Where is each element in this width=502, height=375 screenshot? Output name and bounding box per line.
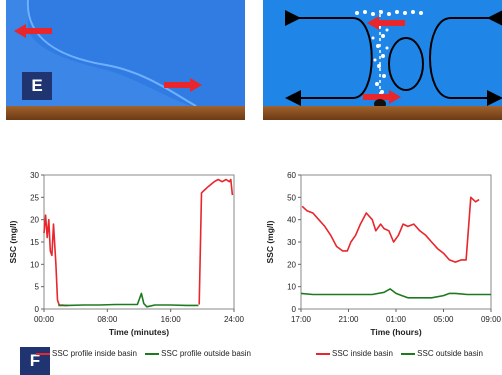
x-tick-label: 01:00 bbox=[386, 315, 407, 324]
series-line-ssc-outside-basin bbox=[300, 288, 491, 299]
legend-swatch-outside bbox=[145, 352, 160, 355]
y-tick-label: 30 bbox=[30, 171, 39, 180]
panel-label-e: E bbox=[22, 72, 52, 100]
y-tick-label: 10 bbox=[30, 260, 39, 269]
series-line-ssc-profile-inside-basin bbox=[43, 214, 68, 307]
y-axis-label: SSC (mg/l) bbox=[8, 220, 18, 263]
legend-item-outside: SSC profile outside basin bbox=[145, 349, 251, 358]
legend-left: SSC profile inside basin SSC profile out… bbox=[36, 349, 257, 358]
x-tick-label: 24:00 bbox=[224, 315, 245, 324]
sediment-plume-dots bbox=[355, 10, 423, 94]
series-line-ssc-profile-inside-basin bbox=[198, 178, 234, 305]
schematic-panel-right bbox=[263, 0, 502, 120]
x-axis-label: Time (hours) bbox=[370, 327, 421, 337]
eddy-left-arrow bbox=[285, 10, 373, 106]
y-tick-label: 50 bbox=[287, 193, 296, 202]
x-tick-label: 17:00 bbox=[291, 315, 312, 324]
y-tick-label: 25 bbox=[30, 193, 39, 202]
arrow-right-icon bbox=[164, 78, 202, 92]
legend-swatch-outside-right bbox=[401, 352, 416, 355]
chart-right: 0 10 20 30 40 50 60 17:00 21:00 01:00 05:00 09:00 Ti… bbox=[265, 171, 502, 337]
series-line-ssc-inside-basin bbox=[301, 196, 480, 263]
water-layer-shape bbox=[28, 0, 245, 108]
y-tick-label: 5 bbox=[35, 283, 40, 292]
x-tick-label: 05:00 bbox=[433, 315, 454, 324]
schematic-left-drawing bbox=[14, 0, 245, 108]
y-tick-label: 0 bbox=[35, 305, 40, 314]
schematic-panel-left bbox=[6, 0, 245, 120]
arrow-left-icon-top bbox=[367, 16, 405, 30]
legend-label-inside: SSC profile inside basin bbox=[52, 349, 137, 358]
bed-sediment bbox=[6, 106, 245, 120]
y-tick-label: 10 bbox=[287, 283, 296, 292]
y-tick-label: 0 bbox=[292, 305, 297, 314]
eddy-right-arrow bbox=[429, 10, 502, 106]
legend-label-inside-right: SSC inside basin bbox=[332, 349, 393, 358]
chart-left: 0 5 10 15 20 25 30 00:00 08:00 16:00 24:00 Time (mi… bbox=[8, 171, 245, 337]
legend-right: SSC inside basin SSC outside basin bbox=[316, 349, 489, 358]
y-tick-label: 20 bbox=[287, 260, 296, 269]
legend-swatch-inside-right bbox=[316, 352, 330, 355]
y-tick-label: 40 bbox=[287, 216, 296, 225]
legend-item-inside: SSC profile inside basin bbox=[36, 349, 137, 358]
plot-frame bbox=[300, 174, 492, 310]
x-tick-label: 00:00 bbox=[34, 315, 55, 324]
arrow-right-icon-bottom bbox=[363, 90, 401, 104]
bed-sediment-right bbox=[263, 106, 502, 120]
panel-label-f: F bbox=[20, 347, 50, 375]
y-tick-label: 60 bbox=[287, 171, 296, 180]
legend-item-outside-right: SSC outside basin bbox=[401, 349, 483, 358]
schematic-right-drawing bbox=[285, 10, 502, 109]
y-tick-label: 20 bbox=[30, 216, 39, 225]
legend-swatch-inside bbox=[36, 352, 50, 355]
legend-item-inside-right: SSC inside basin bbox=[316, 349, 393, 358]
plot-frame bbox=[43, 174, 235, 310]
water-layer-edge bbox=[26, 0, 197, 107]
series-line-ssc-profile-outside-basin bbox=[58, 292, 199, 308]
y-axis-label: SSC (mg/l) bbox=[265, 220, 275, 263]
y-tick-label: 15 bbox=[30, 238, 39, 247]
x-tick-label: 16:00 bbox=[161, 315, 182, 324]
x-tick-label: 09:00 bbox=[481, 315, 502, 324]
legend-label-outside: SSC profile outside basin bbox=[161, 349, 251, 358]
legend-label-outside-right: SSC outside basin bbox=[417, 349, 483, 358]
x-tick-label: 08:00 bbox=[97, 315, 118, 324]
arrow-left-icon bbox=[14, 24, 52, 38]
x-axis-label: Time (minutes) bbox=[109, 327, 169, 337]
eddy-center-loop bbox=[388, 37, 424, 91]
x-tick-label: 21:00 bbox=[338, 315, 359, 324]
y-tick-label: 30 bbox=[287, 238, 296, 247]
